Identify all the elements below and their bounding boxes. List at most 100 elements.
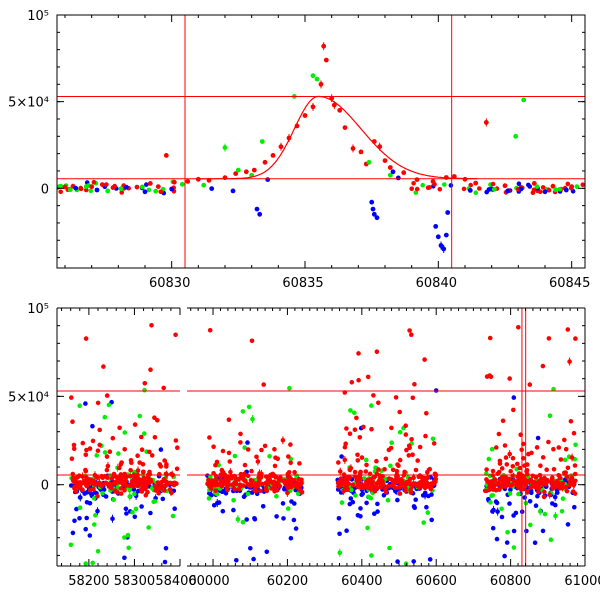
bottom-red-point <box>484 467 489 472</box>
bottom-blue-point <box>372 511 377 516</box>
bottom-blue-point <box>490 525 496 531</box>
bottom-green-point <box>102 450 108 455</box>
bottom-red-point <box>140 462 146 467</box>
bottom-green-point <box>77 505 83 511</box>
top-data-point <box>580 182 585 187</box>
bottom-red-point <box>337 469 343 474</box>
bottom-red-point <box>95 448 101 454</box>
bottom-blue-point <box>252 516 257 521</box>
bottom-green-point <box>90 560 95 566</box>
bottom-red-point <box>288 442 293 447</box>
bottom-red-point <box>109 486 114 491</box>
bottom-red-point <box>283 482 289 487</box>
top-red-point <box>89 184 95 190</box>
bottom-red-point <box>245 473 251 479</box>
top-red-point <box>462 176 468 182</box>
bottom-green-point <box>553 513 558 519</box>
bottom-green-point <box>291 568 296 573</box>
bottom-red-point <box>118 491 124 496</box>
bottom-blue-point <box>336 516 342 521</box>
bottom-red-point <box>381 482 386 487</box>
bottom-red-point <box>363 469 369 474</box>
bottom-red-point <box>572 463 578 468</box>
bottom-red-point <box>511 407 516 413</box>
top-blue-point <box>438 243 444 248</box>
bottom-red-point <box>363 483 368 488</box>
top-data-point <box>565 181 571 187</box>
bottom-red-point <box>207 328 213 333</box>
bottom-x-tick-label: 61000 <box>564 574 600 589</box>
bottom-red-point <box>409 332 414 338</box>
top-green-point <box>83 184 89 190</box>
bottom-green-point <box>349 487 354 493</box>
bottom-blue-point <box>424 504 429 510</box>
bottom-red-point <box>344 426 349 431</box>
top-red-point <box>531 181 537 186</box>
top-data-point <box>104 182 109 187</box>
top-blue-point <box>395 175 401 181</box>
bottom-red-point <box>97 442 102 448</box>
top-green-point <box>513 133 519 139</box>
bottom-red-point <box>485 478 490 484</box>
bottom-red-point <box>536 489 541 495</box>
bottom-red-point <box>163 483 168 489</box>
bottom-red-point <box>117 465 122 471</box>
bottom-blue-point <box>540 528 546 534</box>
bottom-red-point <box>516 325 521 330</box>
bottom-blue-point <box>72 518 77 524</box>
bottom-red-point <box>540 455 546 460</box>
bottom-red-point <box>572 471 578 477</box>
top-data-point <box>414 186 420 192</box>
bottom-red-point <box>143 486 148 492</box>
top-data-point <box>58 189 63 195</box>
bottom-red-point <box>91 486 96 492</box>
bottom-red-point <box>560 485 565 491</box>
bottom-red-point <box>161 477 167 482</box>
bottom-red-point <box>482 488 488 494</box>
top-blue-point <box>73 185 79 191</box>
bottom-red-point <box>95 494 100 499</box>
bottom-red-point <box>551 467 557 472</box>
bottom-blue-point <box>486 496 491 502</box>
bottom-green-point <box>337 550 343 556</box>
top-x-tick-label: 60835 <box>282 276 323 291</box>
bottom-red-point <box>423 433 428 439</box>
bottom-red-point <box>115 476 120 481</box>
bottom-red-point <box>514 482 519 488</box>
bottom-red-point <box>488 482 493 487</box>
top-red-point <box>473 180 479 186</box>
bottom-red-point <box>87 446 93 451</box>
bottom-red-point <box>162 488 167 493</box>
bottom-red-point <box>211 444 216 450</box>
bottom-blue-point <box>215 500 220 506</box>
bottom-green-point <box>489 446 495 452</box>
bottom-green-point <box>232 453 238 459</box>
bottom-red-point <box>358 476 363 482</box>
bottom-red-point <box>161 385 166 391</box>
top-red-point <box>233 171 239 177</box>
bottom-green-point <box>126 545 131 551</box>
bottom-green-point <box>528 522 533 528</box>
bottom-blue-point <box>522 495 527 500</box>
bottom-red-point <box>386 476 392 481</box>
top-data-point <box>530 190 536 195</box>
bottom-red-point <box>105 481 110 487</box>
bottom-red-point <box>147 469 152 475</box>
bottom-red-point <box>99 474 104 480</box>
top-blue-point <box>142 189 148 195</box>
bottom-red-point <box>555 481 561 487</box>
bottom-red-point <box>408 487 413 493</box>
top-blue-point <box>563 187 569 193</box>
bottom-blue-point <box>532 540 538 545</box>
bottom-blue-point <box>553 502 558 508</box>
bottom-red-point <box>567 359 572 364</box>
bottom-red-point <box>174 466 180 472</box>
bottom-red-point <box>80 487 85 493</box>
top-data-point <box>409 186 415 191</box>
top-blue-point <box>230 188 236 194</box>
bottom-red-point <box>503 474 508 480</box>
bottom-green-point <box>130 510 135 515</box>
top-blue-point <box>467 188 473 193</box>
bottom-red-point <box>499 466 505 471</box>
bottom-x-tick-label: 60800 <box>490 574 531 589</box>
